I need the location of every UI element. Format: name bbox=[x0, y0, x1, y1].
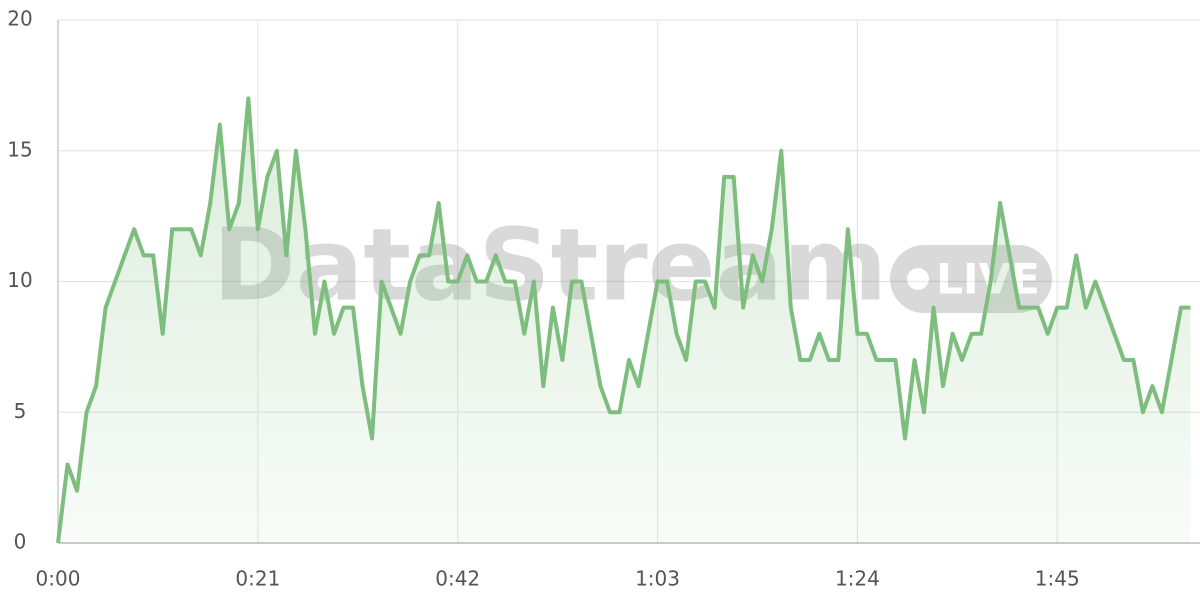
y-tick-label: 0 bbox=[14, 530, 27, 554]
y-tick-label: 15 bbox=[7, 137, 32, 161]
watermark: DataStream LIVE bbox=[213, 206, 1052, 323]
y-tick-label: 10 bbox=[7, 268, 32, 292]
y-tick-label: 5 bbox=[14, 399, 27, 423]
y-tick-label: 20 bbox=[7, 7, 32, 31]
x-tick-label: 0:42 bbox=[435, 567, 480, 591]
x-tick-label: 1:45 bbox=[1035, 567, 1080, 591]
badge-dot bbox=[907, 268, 929, 290]
x-tick-label: 0:00 bbox=[36, 567, 81, 591]
x-tick-label: 1:24 bbox=[835, 567, 880, 591]
x-tick-label: 1:03 bbox=[635, 567, 680, 591]
line bbox=[56, 96, 1191, 544]
x-tick-label: 0:21 bbox=[235, 567, 280, 591]
